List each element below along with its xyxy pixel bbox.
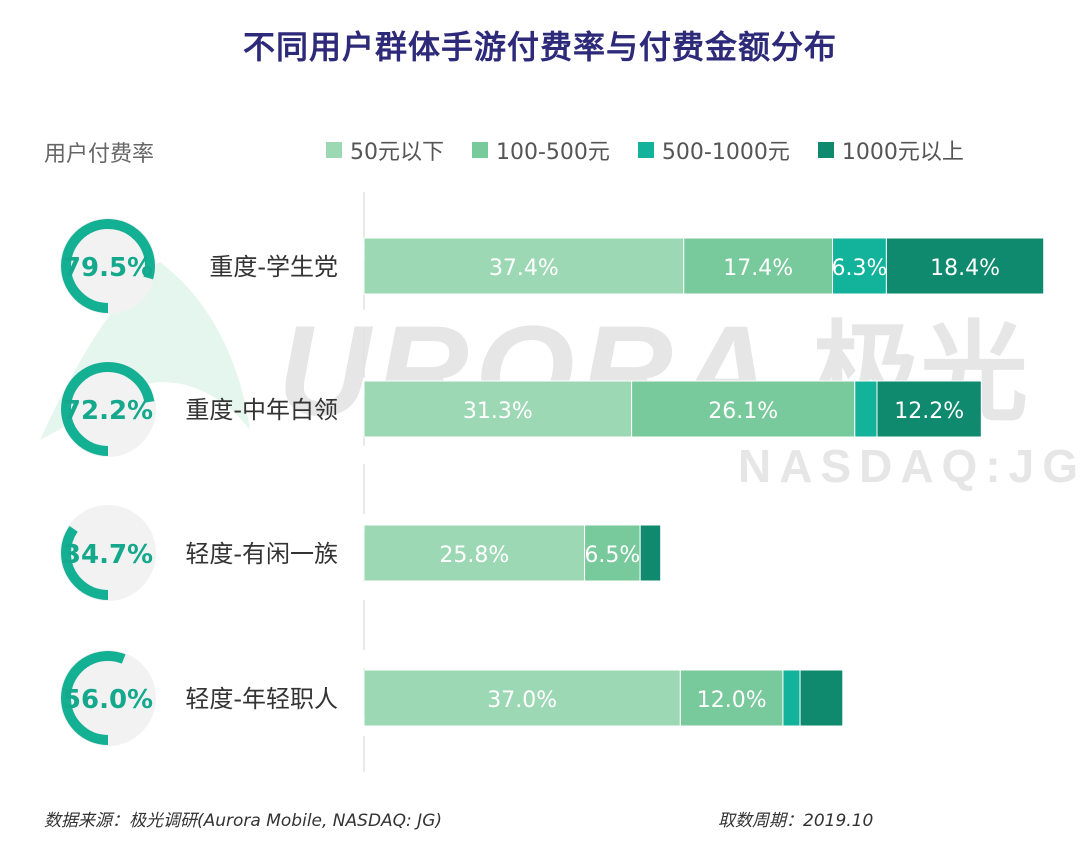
- bar-segment: [876, 380, 982, 438]
- rate-ring-arc: [61, 362, 155, 456]
- bar-value-label: 12.0%: [697, 688, 767, 713]
- legend-swatch-seg4: [817, 142, 834, 158]
- legend: 50元以下 100-500元 500-1000元 1000元以上: [326, 134, 992, 166]
- legend-item-seg1: 50元以下: [326, 134, 444, 166]
- bar-segment: [631, 380, 856, 438]
- category-label: 重度-学生党: [209, 253, 338, 281]
- bar-segment: [363, 669, 681, 727]
- bar-segment: [832, 237, 887, 295]
- legend-swatch-seg2: [472, 142, 488, 158]
- bar-segment: [885, 237, 1045, 295]
- legend-swatch-seg3: [637, 142, 654, 158]
- legend-item-seg4: 1000元以上: [817, 134, 964, 166]
- bar-value-label: 37.4%: [489, 256, 559, 281]
- bar-value-label: 18.4%: [930, 256, 1000, 281]
- payment-rate-header: 用户付费率: [44, 142, 155, 167]
- bar-segment: [799, 669, 844, 727]
- rate-ring-arc: [61, 219, 155, 313]
- rate-ring-background: [60, 361, 156, 457]
- bar-segment: [679, 669, 784, 727]
- bar-segment: [363, 524, 586, 582]
- rate-ring-label: 72.2%: [63, 396, 153, 426]
- rate-ring-background: [60, 650, 156, 746]
- bar-segment: [363, 237, 685, 295]
- bar-segment: [363, 380, 633, 438]
- rate-ring-arc: [61, 506, 155, 600]
- bar-segment: [584, 524, 641, 582]
- legend-label-seg3: 500-1000元: [661, 140, 790, 165]
- legend-label-seg1: 50元以下: [350, 140, 444, 165]
- category-label: 轻度-有闲一族: [185, 540, 338, 568]
- category-label: 轻度-年轻职人: [185, 685, 338, 713]
- legend-label-seg4: 1000元以上: [841, 140, 964, 165]
- category-label: 重度-中年白领: [185, 396, 338, 424]
- rate-ring-arc: [61, 651, 155, 745]
- rate-ring-label: 34.7%: [63, 540, 153, 570]
- bar-segment: [639, 524, 662, 582]
- bar-value-label: 6.5%: [584, 543, 640, 568]
- bar-value-label: 12.2%: [894, 399, 964, 424]
- bar-value-label: 17.4%: [723, 256, 793, 281]
- bar-segment: [854, 380, 878, 438]
- footer-source: 数据来源：极光调研(Aurora Mobile, NASDAQ: JG): [44, 811, 442, 831]
- rate-ring-label: 79.5%: [63, 253, 153, 283]
- footer-period: 取数周期：2019.10: [718, 811, 874, 831]
- legend-swatch-seg1: [326, 142, 342, 158]
- rate-ring-label: 56.0%: [63, 685, 153, 715]
- rate-ring-background: [60, 218, 156, 314]
- bar-value-label: 6.3%: [832, 256, 888, 281]
- bar-value-label: 31.3%: [463, 399, 533, 424]
- rate-ring-background: [60, 505, 156, 601]
- legend-item-seg3: 500-1000元: [637, 134, 790, 166]
- legend-item-seg2: 100-500元: [472, 134, 610, 166]
- chart-title: 不同用户群体手游付费率与付费金额分布: [242, 28, 837, 66]
- bar-segment: [683, 237, 834, 295]
- bar-value-label: 25.8%: [439, 543, 509, 568]
- bar-value-label: 37.0%: [487, 688, 557, 713]
- bar-value-label: 26.1%: [708, 399, 778, 424]
- bar-segment: [782, 669, 801, 727]
- legend-label-seg2: 100-500元: [496, 140, 610, 165]
